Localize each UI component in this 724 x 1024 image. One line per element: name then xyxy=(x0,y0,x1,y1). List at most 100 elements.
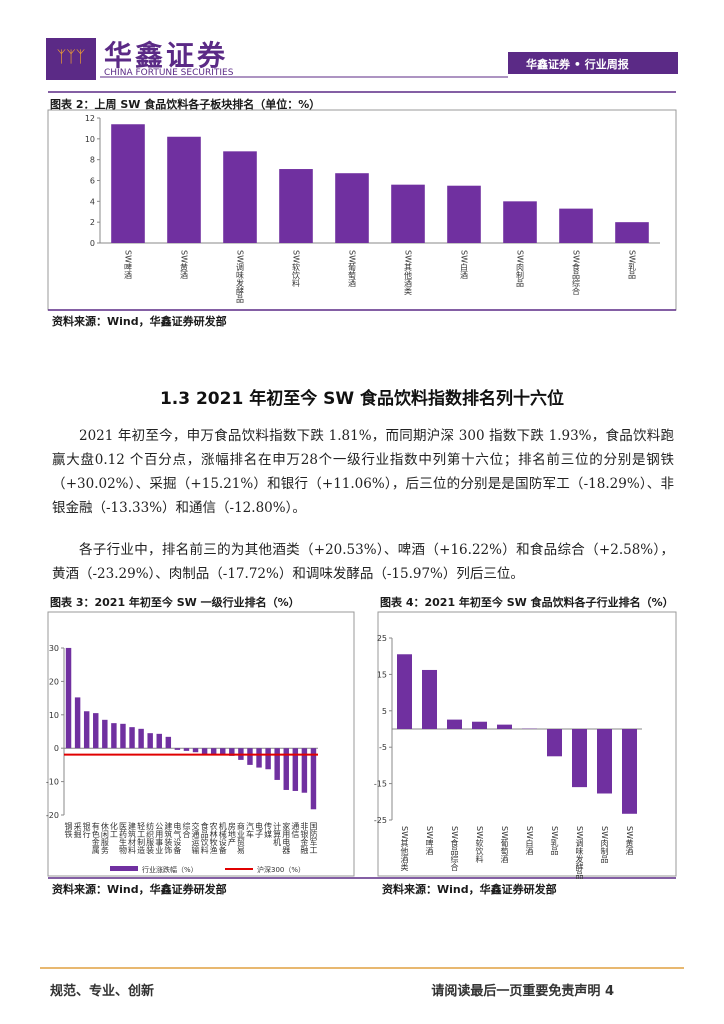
x-tick-label: 综合 xyxy=(182,821,191,839)
section-heading: 1.3 2021 年初至今 SW 食品饮料指数排名列十六位 xyxy=(159,389,565,409)
y-tick-label: 10 xyxy=(49,711,59,720)
y-tick-label: -10 xyxy=(46,778,59,787)
bar xyxy=(174,748,181,750)
x-tick-label: 商业贸易 xyxy=(236,821,245,855)
paragraph: 各子行业中，排名前三的为其他酒类（+20.53%）、啤酒（+16.22%）和食品… xyxy=(52,542,674,582)
y-tick-label: 0 xyxy=(90,239,95,248)
bar xyxy=(223,151,257,243)
x-tick-label: SW软饮料 xyxy=(475,826,484,864)
bar xyxy=(102,719,108,749)
paragraph: 2021 年初至今，申万食品饮料指数下跌 1.81%，而同期沪深 300 指数下… xyxy=(52,428,674,516)
x-tick-label: SW白酒 xyxy=(525,826,534,856)
x-tick-label: 汽车 xyxy=(245,821,254,839)
bar xyxy=(503,201,537,243)
figure-source: 资料来源：Wind，华鑫证券研发部 xyxy=(382,883,557,896)
x-tick-label: 机械设备 xyxy=(218,821,227,855)
bar xyxy=(472,721,487,729)
x-tick-label: 通信 xyxy=(291,821,300,839)
bar xyxy=(93,713,99,749)
x-tick-label: SW乳品 xyxy=(628,250,637,280)
bar xyxy=(156,733,162,749)
x-tick-label: SW黄酒 xyxy=(625,826,634,856)
bar xyxy=(83,711,90,749)
x-tick-label: SW啤酒 xyxy=(124,250,133,280)
y-tick-label: 12 xyxy=(85,114,95,123)
bar xyxy=(335,173,369,243)
logo-icon: ᛉᛉᛉ xyxy=(57,47,86,66)
x-tick-label: 农林牧渔 xyxy=(209,821,218,854)
x-tick-label: 采掘 xyxy=(73,821,82,839)
x-tick-label: 建筑材料 xyxy=(128,821,137,855)
y-tick-label: -5 xyxy=(379,743,387,752)
legend-label: 行业涨跌幅（%） xyxy=(142,865,198,874)
y-tick-label: -15 xyxy=(374,780,387,789)
figure-title: 图表 4：2021 年初至今 SW 食品饮料各子行业排名（%） xyxy=(380,596,674,609)
bar xyxy=(615,222,649,243)
bar xyxy=(265,748,271,770)
logo-english: CHINA FORTUNE SECURITIES xyxy=(104,68,234,78)
bar xyxy=(572,729,587,788)
chart-frame xyxy=(47,611,355,877)
x-tick-label: SW肉制品 xyxy=(516,250,525,288)
footer-left: 规范、专业、创新 xyxy=(50,984,155,999)
bar xyxy=(138,728,144,749)
x-tick-label: 传媒 xyxy=(264,821,273,839)
x-tick-label: SW其他酒类 xyxy=(404,250,413,296)
x-tick-label: SW葡萄酒 xyxy=(500,826,509,864)
bar xyxy=(220,748,226,755)
x-tick-label: 电气设备 xyxy=(173,821,182,855)
x-tick-label: SW肉制品 xyxy=(600,826,609,864)
x-tick-label: SW乳品 xyxy=(550,826,559,856)
x-tick-label: 有色金属 xyxy=(91,821,100,855)
x-tick-label: 家用电器 xyxy=(282,821,291,855)
bar xyxy=(292,748,299,791)
x-tick-label: SW软饮料 xyxy=(292,250,301,288)
bar xyxy=(247,748,253,765)
x-tick-label: 钢铁 xyxy=(64,821,73,839)
chart-frame xyxy=(377,611,677,877)
x-tick-label: 公用事业 xyxy=(155,822,164,854)
logo-mark xyxy=(46,38,96,80)
y-tick-label: -20 xyxy=(46,811,59,820)
y-tick-label: -25 xyxy=(374,816,387,825)
x-tick-label: SW葡萄酒 xyxy=(348,250,357,288)
x-tick-label: 国防军工 xyxy=(309,822,318,854)
x-tick-label: 电子 xyxy=(255,821,264,838)
x-tick-label: 纺织服装 xyxy=(146,821,155,855)
legend-label: 沪深300（%） xyxy=(257,865,305,874)
x-tick-label: SW食品综合 xyxy=(450,826,459,872)
x-tick-label: 建筑装饰 xyxy=(164,821,173,855)
figure-title: 图表 3：2021 年初至今 SW 一级行业排名（%） xyxy=(50,596,300,609)
y-tick-label: 5 xyxy=(382,707,387,716)
bar xyxy=(547,729,562,757)
bar xyxy=(192,748,199,753)
bar xyxy=(283,748,289,790)
bar xyxy=(74,697,81,749)
figure-source: 资料来源：Wind，华鑫证券研发部 xyxy=(52,883,227,896)
y-tick-label: 6 xyxy=(90,177,95,186)
bar xyxy=(120,723,126,749)
y-tick-label: 8 xyxy=(90,156,95,165)
x-tick-label: SW其他酒类 xyxy=(400,826,409,872)
y-tick-label: 15 xyxy=(377,670,387,679)
header-label: 华鑫证券 • 行业周报 xyxy=(526,58,629,71)
bar xyxy=(310,748,317,810)
bar xyxy=(183,748,190,751)
footer-right: 请阅读最后一页重要免责声明 4 xyxy=(431,984,614,999)
bar xyxy=(447,719,462,729)
bar xyxy=(210,748,217,755)
x-tick-label: SW调味发酵品 xyxy=(236,250,245,304)
y-tick-label: 2 xyxy=(90,218,95,227)
x-tick-label: 非银金融 xyxy=(300,821,309,855)
bar xyxy=(274,748,280,780)
bar xyxy=(597,729,612,794)
bar xyxy=(559,208,593,243)
x-tick-label: 轻工制造 xyxy=(137,821,146,855)
y-tick-label: 10 xyxy=(85,135,95,144)
x-tick-label: SW食品综合 xyxy=(572,250,581,296)
x-tick-label: 休闲服务 xyxy=(100,821,109,855)
header-band xyxy=(508,52,678,74)
y-tick-label: 30 xyxy=(49,644,59,653)
